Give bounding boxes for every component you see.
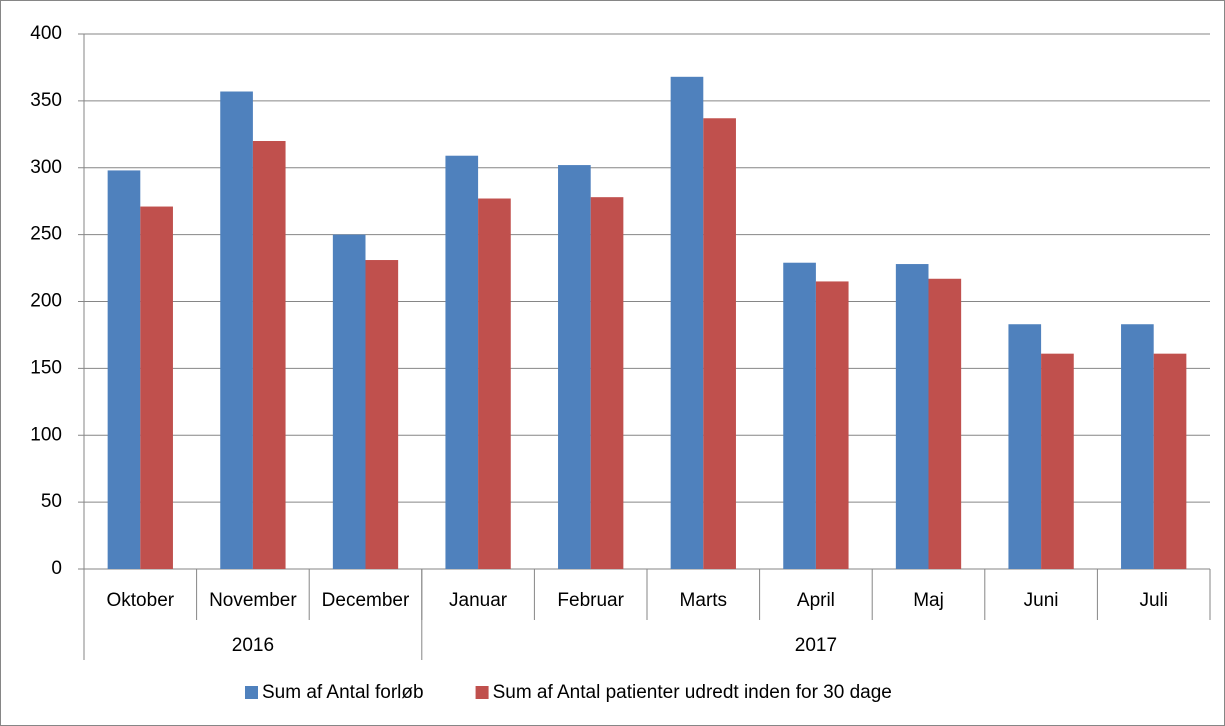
x-tick-label: Juli — [1139, 590, 1168, 611]
y-tick-label: 300 — [30, 157, 62, 178]
bar — [478, 198, 511, 569]
bar — [1153, 353, 1187, 569]
legend-label: Sum af Antal forløb — [262, 682, 424, 703]
x-tick-label: Oktober — [107, 590, 175, 611]
bar — [220, 91, 253, 569]
y-tick-label: 50 — [41, 491, 62, 512]
bar — [558, 165, 591, 569]
y-tick-label: 0 — [51, 558, 62, 579]
legend-label: Sum af Antal patienter udredt inden for … — [493, 682, 892, 703]
bar — [895, 264, 929, 569]
legend-swatch — [475, 686, 489, 699]
x-tick-label: Marts — [680, 590, 728, 611]
bar — [703, 118, 736, 569]
x-tick-label: November — [209, 590, 297, 611]
y-tick-label: 150 — [30, 357, 62, 378]
x-tick-label: Februar — [557, 590, 624, 611]
group-label: 2017 — [795, 635, 837, 656]
bar — [140, 206, 173, 569]
bar — [783, 262, 816, 569]
x-tick-label: April — [797, 590, 835, 611]
y-tick-label: 400 — [30, 23, 62, 44]
bar — [445, 155, 479, 569]
bar — [252, 141, 286, 569]
y-tick-label: 100 — [30, 424, 62, 445]
bar — [107, 170, 141, 570]
y-tick-label: 350 — [30, 90, 62, 111]
bar — [1121, 324, 1154, 569]
x-tick-label: Maj — [913, 590, 944, 611]
bar — [1041, 353, 1074, 569]
bar — [670, 76, 704, 570]
x-tick-label: December — [322, 590, 410, 611]
x-tick-label: Januar — [449, 590, 508, 611]
bar — [365, 260, 399, 569]
y-tick-label: 250 — [30, 224, 62, 245]
group-label: 2016 — [232, 635, 274, 656]
legend-swatch — [245, 686, 258, 699]
x-tick-label: Juni — [1024, 590, 1059, 611]
bar — [928, 278, 962, 569]
bar — [815, 281, 849, 569]
bar — [332, 234, 366, 569]
bar — [1008, 324, 1042, 569]
bar — [590, 197, 624, 570]
y-tick-label: 200 — [30, 291, 62, 312]
